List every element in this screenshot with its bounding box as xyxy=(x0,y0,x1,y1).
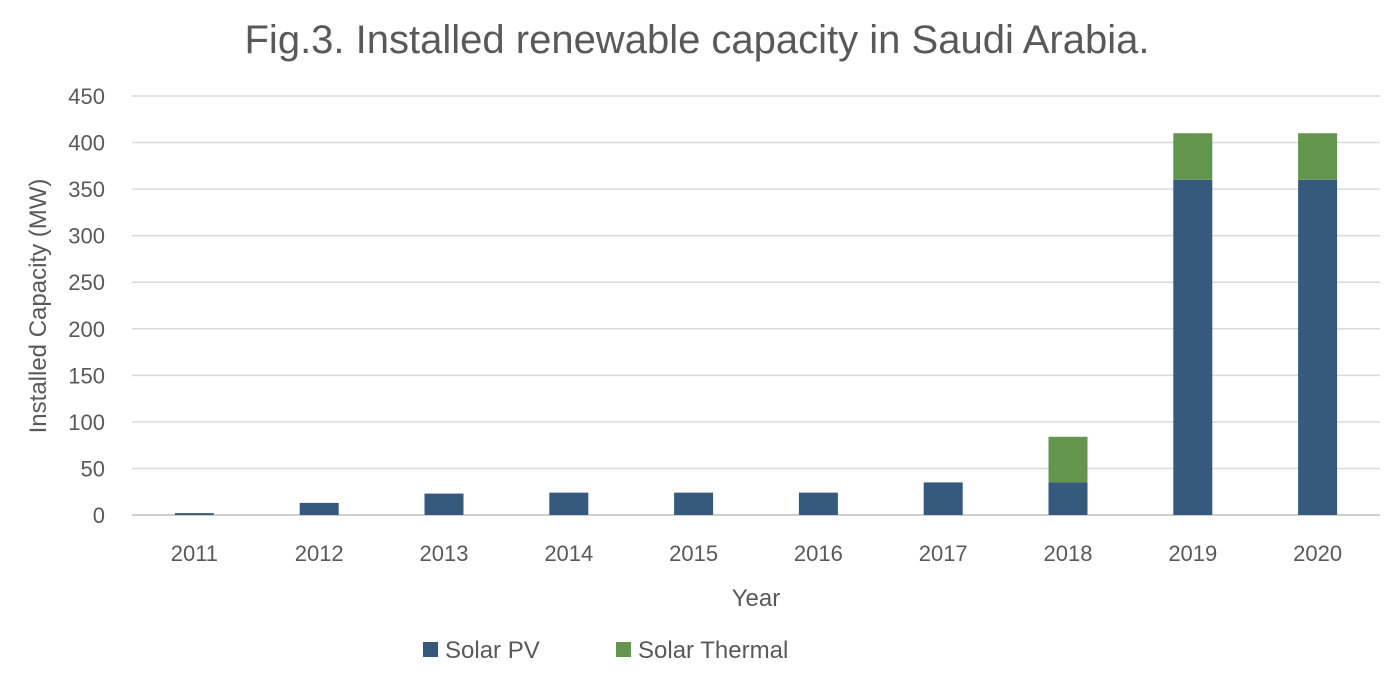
bar-solar-pv-2019 xyxy=(1173,179,1213,516)
x-tick-label: 2012 xyxy=(295,541,344,566)
bar-solar-pv-2018 xyxy=(1048,482,1088,515)
y-tick-label: 350 xyxy=(68,177,105,202)
y-tick-label: 0 xyxy=(93,503,105,528)
bar-solar-pv-2016 xyxy=(798,492,838,515)
legend-swatch-solar-thermal xyxy=(616,642,631,657)
bar-solar-pv-2017 xyxy=(923,482,963,515)
bar-solar-pv-2011 xyxy=(174,513,214,515)
legend-label-solar-pv: Solar PV xyxy=(445,637,540,664)
bar-solar-thermal-2018 xyxy=(1048,436,1088,483)
gridlines xyxy=(132,95,1380,516)
bar-solar-pv-2015 xyxy=(674,492,714,515)
bar-solar-pv-2020 xyxy=(1298,179,1338,516)
x-tick-label: 2017 xyxy=(919,541,968,566)
x-tick-label: 2013 xyxy=(420,541,469,566)
y-tick-label: 400 xyxy=(68,131,105,156)
x-tick-label: 2015 xyxy=(669,541,718,566)
y-tick-label: 450 xyxy=(68,84,105,109)
y-tick-label: 250 xyxy=(68,270,105,295)
x-tick-label: 2018 xyxy=(1044,541,1093,566)
y-tick-label: 100 xyxy=(68,410,105,435)
bars xyxy=(174,133,1338,516)
y-tick-label: 150 xyxy=(68,363,105,388)
legend: Solar PV Solar Thermal xyxy=(423,637,788,664)
legend-swatch-solar-pv xyxy=(423,642,438,657)
y-tick-label: 50 xyxy=(81,456,105,481)
bar-solar-pv-2014 xyxy=(549,492,589,515)
x-tick-label: 2011 xyxy=(171,541,218,566)
bar-solar-thermal-2020 xyxy=(1298,133,1338,180)
legend-label-solar-thermal: Solar Thermal xyxy=(638,637,788,664)
y-tick-label: 300 xyxy=(68,224,105,249)
x-tick-label: 2016 xyxy=(794,541,843,566)
bar-solar-pv-2012 xyxy=(299,502,339,515)
bar-solar-thermal-2019 xyxy=(1173,133,1213,180)
bar-solar-pv-2013 xyxy=(424,493,464,515)
chart-title: Fig.3. Installed renewable capacity in S… xyxy=(245,18,1150,62)
y-axis-ticks: 0 50 100 150 200 250 300 350 400 450 xyxy=(68,84,105,528)
x-tick-label: 2014 xyxy=(544,541,593,566)
x-tick-label: 2019 xyxy=(1168,541,1217,566)
y-tick-label: 200 xyxy=(68,317,105,342)
x-axis-ticks: 2011 2012 2013 2014 2015 2016 2017 2018 2019 2020 xyxy=(171,541,1342,566)
x-axis-label: Year xyxy=(732,585,781,612)
y-axis-label: Installed Capacity (MW) xyxy=(25,179,52,434)
x-tick-label: 2020 xyxy=(1293,541,1342,566)
